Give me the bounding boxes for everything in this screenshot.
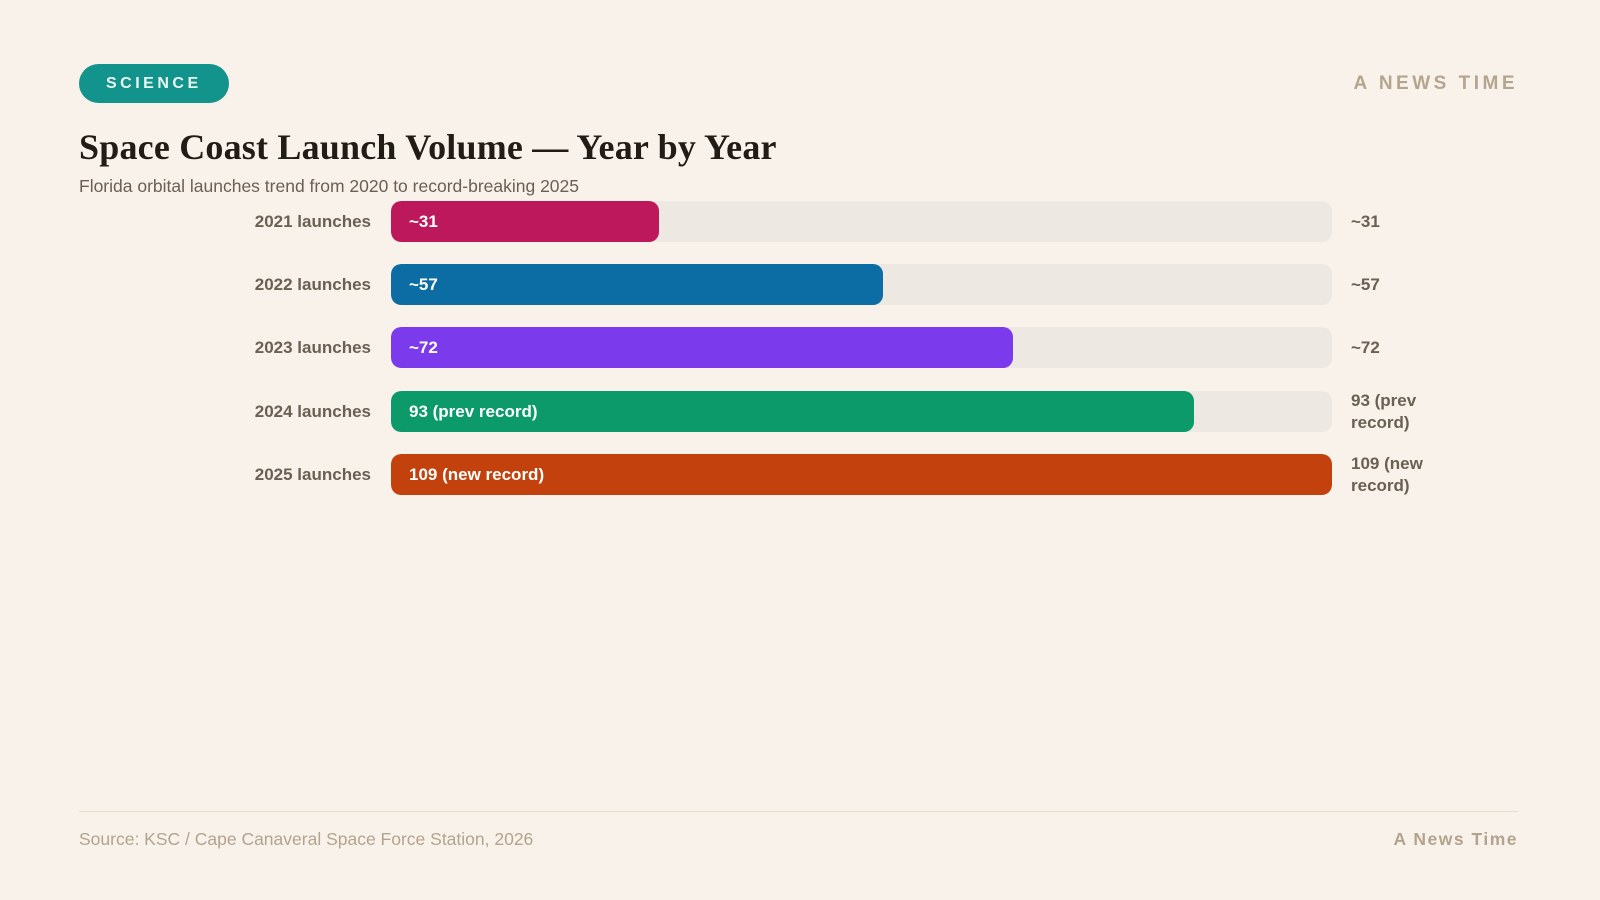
bar-chart: 2021 launches ~31 ~31 2022 launches ~57 ~57 20… bbox=[79, 201, 1518, 496]
row-category-label: 2024 launches bbox=[254, 401, 371, 421]
page-title: Space Coast Launch Volume — Year by Year bbox=[79, 127, 777, 167]
bar-track: ~57 bbox=[391, 264, 1332, 306]
chart-row: 2023 launches ~72 ~72 bbox=[79, 327, 1518, 369]
bar-value-label: ~57 bbox=[409, 274, 438, 294]
bar-end-label: 93 (prev record) bbox=[1351, 391, 1417, 432]
bar-track: ~72 bbox=[391, 327, 1332, 369]
row-category-label: 2023 launches bbox=[254, 337, 371, 357]
bar-track: ~31 bbox=[391, 201, 1332, 243]
bar-end-label: ~72 bbox=[1351, 337, 1380, 357]
bar-end-label: 109 (new record) bbox=[1351, 454, 1423, 495]
bar-end-label: ~57 bbox=[1351, 274, 1380, 294]
bar-track: 109 (new record) bbox=[391, 454, 1332, 496]
chart-row: 2025 launches 109 (new record) 109 (new re… bbox=[79, 453, 1518, 496]
header: SCIENCE A NEWS TIME bbox=[79, 64, 1518, 103]
row-category-label: 2022 launches bbox=[254, 274, 371, 294]
row-category-label: 2025 launches bbox=[254, 464, 371, 484]
bar-value-label: 109 (new record) bbox=[409, 464, 545, 484]
page-subtitle: Florida orbital launches trend from 2020… bbox=[79, 176, 580, 197]
bar-value-label: ~31 bbox=[409, 211, 438, 231]
bar-fill: ~31 bbox=[391, 201, 659, 243]
chart-row: 2021 launches ~31 ~31 bbox=[79, 201, 1518, 243]
bar-fill: 93 (prev record) bbox=[391, 391, 1194, 433]
bar-value-label: ~72 bbox=[409, 337, 438, 357]
chart-row: 2022 launches ~57 ~57 bbox=[79, 264, 1518, 306]
bar-end-label: ~31 bbox=[1351, 211, 1380, 231]
footer: Source: KSC / Cape Canaveral Space Force… bbox=[79, 811, 1518, 850]
bar-fill: 109 (new record) bbox=[391, 454, 1332, 496]
masthead-brand: A NEWS TIME bbox=[1353, 72, 1518, 94]
bar-fill: ~57 bbox=[391, 264, 884, 306]
row-category-label: 2021 launches bbox=[254, 211, 371, 231]
footer-content: Source: KSC / Cape Canaveral Space Force… bbox=[79, 812, 1518, 850]
bar-value-label: 93 (prev record) bbox=[409, 401, 538, 421]
bar-track: 93 (prev record) bbox=[391, 391, 1332, 433]
chart-row: 2024 launches 93 (prev record) 93 (prev re… bbox=[79, 390, 1518, 433]
section-badge: SCIENCE bbox=[79, 64, 229, 103]
source-attribution: Source: KSC / Cape Canaveral Space Force… bbox=[79, 829, 534, 849]
footer-brand: A News Time bbox=[1393, 829, 1518, 849]
bar-fill: ~72 bbox=[391, 327, 1013, 369]
